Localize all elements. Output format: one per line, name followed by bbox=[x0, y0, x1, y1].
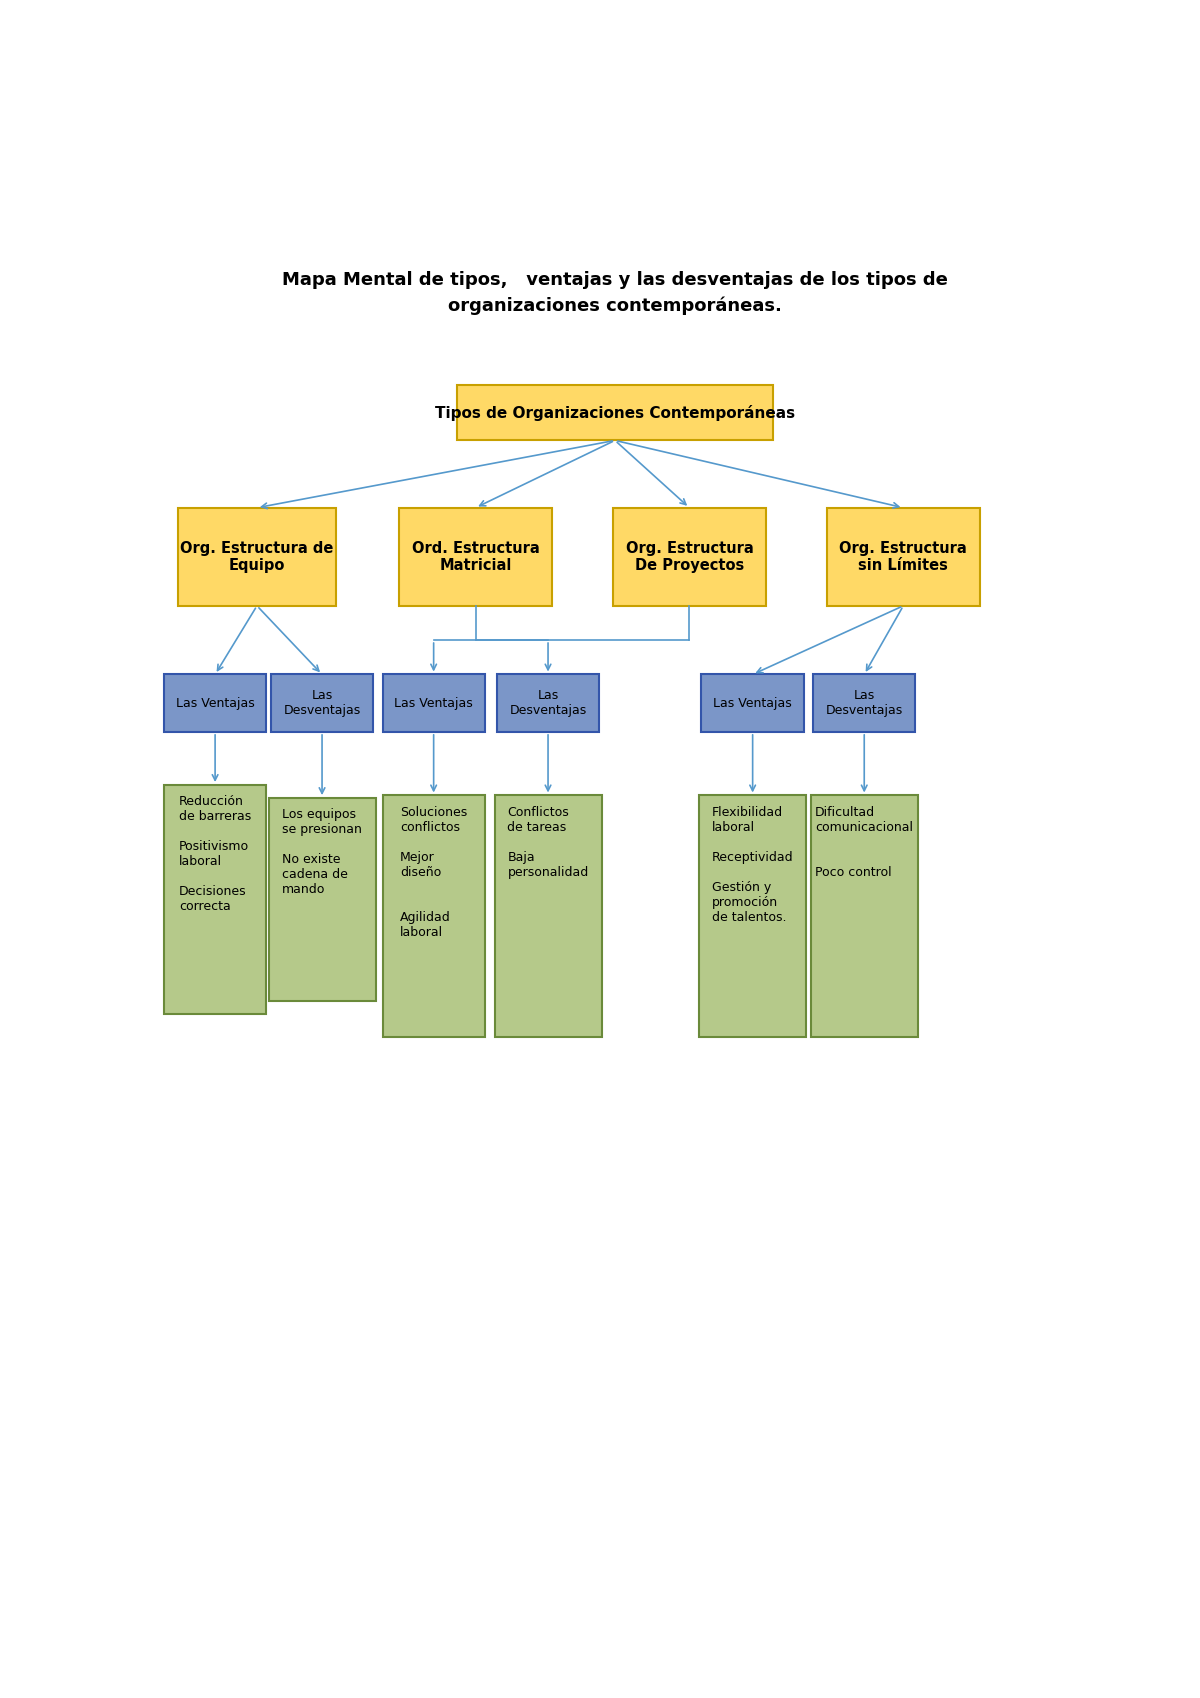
FancyBboxPatch shape bbox=[271, 674, 373, 732]
Text: Tipos de Organizaciones Contemporáneas: Tipos de Organizaciones Contemporáneas bbox=[434, 404, 796, 421]
Text: Flexibilidad
laboral

Receptividad

Gestión y
promoción
de talentos.: Flexibilidad laboral Receptividad Gestió… bbox=[712, 807, 793, 924]
Text: Las Ventajas: Las Ventajas bbox=[175, 696, 254, 710]
FancyBboxPatch shape bbox=[613, 508, 766, 606]
FancyBboxPatch shape bbox=[164, 784, 266, 1014]
Text: Ord. Estructura
Matricial: Ord. Estructura Matricial bbox=[412, 540, 539, 572]
Text: Las
Desventajas: Las Desventajas bbox=[826, 689, 902, 717]
FancyBboxPatch shape bbox=[497, 674, 599, 732]
Text: Org. Estructura
sin Límites: Org. Estructura sin Límites bbox=[840, 540, 967, 572]
Text: Las Ventajas: Las Ventajas bbox=[713, 696, 792, 710]
FancyBboxPatch shape bbox=[827, 508, 980, 606]
FancyBboxPatch shape bbox=[494, 795, 601, 1037]
Text: organizaciones contemporáneas.: organizaciones contemporáneas. bbox=[448, 297, 782, 316]
Text: Org. Estructura
De Proyectos: Org. Estructura De Proyectos bbox=[625, 540, 754, 572]
FancyBboxPatch shape bbox=[178, 508, 336, 606]
FancyBboxPatch shape bbox=[814, 674, 916, 732]
FancyBboxPatch shape bbox=[269, 798, 376, 1000]
Text: Los equipos
se presionan

No existe
cadena de
mando: Los equipos se presionan No existe caden… bbox=[282, 808, 362, 897]
Text: Reducción
de barreras

Positivismo
laboral

Decisiones
correcta: Reducción de barreras Positivismo labora… bbox=[179, 795, 251, 914]
Text: Las
Desventajas: Las Desventajas bbox=[283, 689, 361, 717]
FancyBboxPatch shape bbox=[702, 674, 804, 732]
Text: Conflictos
de tareas

Baja
personalidad: Conflictos de tareas Baja personalidad bbox=[508, 807, 589, 880]
FancyBboxPatch shape bbox=[383, 795, 485, 1037]
FancyBboxPatch shape bbox=[457, 385, 773, 440]
FancyBboxPatch shape bbox=[398, 508, 552, 606]
Text: Mapa Mental de tipos,   ventajas y las desventajas de los tipos de: Mapa Mental de tipos, ventajas y las des… bbox=[282, 270, 948, 289]
FancyBboxPatch shape bbox=[811, 795, 918, 1037]
FancyBboxPatch shape bbox=[383, 674, 485, 732]
Text: Las Ventajas: Las Ventajas bbox=[395, 696, 473, 710]
Text: Dificultad
comunicacional


Poco control: Dificultad comunicacional Poco control bbox=[815, 807, 913, 880]
FancyBboxPatch shape bbox=[164, 674, 266, 732]
FancyBboxPatch shape bbox=[700, 795, 806, 1037]
Text: Org. Estructura de
Equipo: Org. Estructura de Equipo bbox=[180, 540, 334, 572]
Text: Soluciones
conflictos

Mejor
diseño


Agilidad
laboral: Soluciones conflictos Mejor diseño Agili… bbox=[400, 807, 467, 939]
Text: Las
Desventajas: Las Desventajas bbox=[510, 689, 587, 717]
